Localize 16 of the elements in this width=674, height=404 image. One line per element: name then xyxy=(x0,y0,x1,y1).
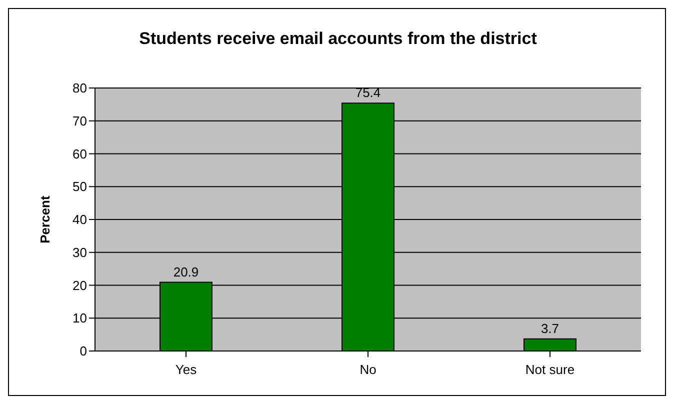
data-label: 3.7 xyxy=(540,320,560,336)
x-tick-label: Not sure xyxy=(525,362,575,378)
y-tick-label: 60 xyxy=(72,146,87,162)
y-tick-label: 0 xyxy=(80,344,87,359)
y-tick-label: 10 xyxy=(72,310,87,326)
y-tick-label: 50 xyxy=(72,179,87,194)
x-tick-label: No xyxy=(360,362,376,378)
chart-title: Students receive email accounts from the district xyxy=(138,29,538,49)
y-tick-label: 20 xyxy=(72,278,87,293)
y-tick-label: 40 xyxy=(72,212,87,228)
y-tick-label: 80 xyxy=(72,80,87,96)
y-axis-title: Percent xyxy=(38,194,53,244)
data-label: 20.9 xyxy=(173,264,199,280)
y-tick-label: 70 xyxy=(72,113,87,128)
x-tick-label: Yes xyxy=(175,362,198,378)
y-tick-label: 30 xyxy=(72,244,87,260)
